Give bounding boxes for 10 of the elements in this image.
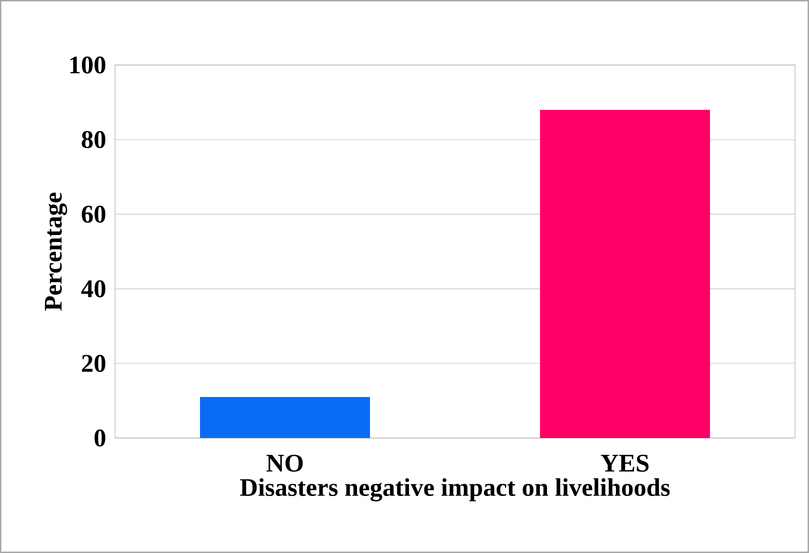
x-tick-label: NO (266, 454, 303, 472)
y-tick-label: 40 (81, 280, 106, 298)
x-tick-label: YES (600, 454, 649, 472)
y-axis-title: Percentage (44, 192, 68, 311)
x-axis-title: Disasters negative impact on livelihoods (240, 478, 670, 502)
y-tick-label: 100 (70, 56, 106, 74)
y-tick-label: 0 (94, 429, 106, 447)
y-tick-label: 60 (82, 206, 106, 223)
y-tick-label: 80 (82, 131, 106, 148)
y-tick-label: 20 (82, 354, 106, 372)
